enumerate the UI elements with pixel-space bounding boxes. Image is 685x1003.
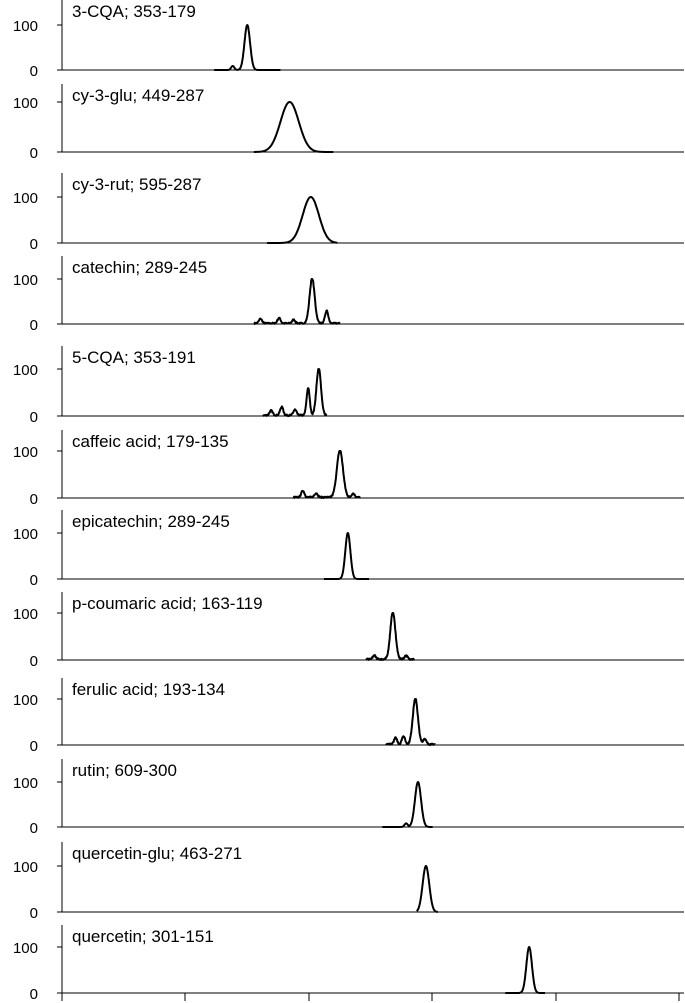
panel-label: ferulic acid; 193-134: [72, 680, 225, 699]
panel-label: quercetin; 301-151: [72, 927, 214, 946]
chromatogram-panel: 0 100 quercetin-glu; 463-271: [13, 842, 684, 922]
y-tick-label-100: 100: [13, 859, 38, 876]
y-tick-label-0: 0: [30, 820, 38, 837]
chromatogram-trace: [381, 781, 434, 828]
chromatogram-panel: 0 100 ferulic acid; 193-134: [13, 678, 684, 755]
y-tick-label-0: 0: [30, 572, 38, 589]
y-tick-label-0: 0: [30, 63, 38, 80]
y-tick-label-100: 100: [13, 940, 38, 957]
chromatogram-trace: [253, 278, 341, 325]
panel-label: catechin; 289-245: [72, 258, 207, 277]
y-tick-label-100: 100: [13, 95, 38, 112]
y-tick-label-0: 0: [30, 491, 38, 508]
y-tick-label-100: 100: [13, 775, 38, 792]
chromatogram-trace: [385, 698, 436, 746]
y-tick-label-100: 100: [13, 190, 38, 207]
panel-label: p-coumaric acid; 163-119: [72, 594, 263, 613]
chromatogram-panel: 0 100 3-CQA; 353-179: [13, 0, 684, 80]
chromatogram-trace: [415, 865, 439, 913]
panel-label: rutin; 609-300: [72, 761, 177, 780]
chromatogram-panel: 0 100 p-coumaric acid; 163-119: [13, 592, 684, 670]
chromatogram-trace: [365, 612, 415, 661]
y-tick-label-100: 100: [13, 444, 38, 461]
chromatogram-panel: 0 100 5-CQA; 353-191: [13, 346, 684, 426]
panel-label: caffeic acid; 179-135: [72, 432, 229, 451]
y-tick-label-0: 0: [30, 653, 38, 670]
panel-label: 5-CQA; 353-191: [72, 348, 196, 367]
y-tick-label-0: 0: [30, 145, 38, 162]
panel-label: cy-3-glu; 449-287: [72, 86, 204, 105]
y-tick-label-100: 100: [13, 362, 38, 379]
panel-label: epicatechin; 289-245: [72, 512, 230, 531]
y-tick-label-100: 100: [13, 526, 38, 543]
y-tick-label-0: 0: [30, 905, 38, 922]
chromatogram-trace: [266, 196, 338, 244]
y-tick-label-100: 100: [13, 272, 38, 289]
chromatogram-trace: [323, 532, 370, 580]
chromatogram-panel: 0 100 caffeic acid; 179-135: [13, 430, 684, 508]
y-tick-label-0: 0: [30, 409, 38, 426]
chromatogram-trace: [292, 450, 361, 499]
y-tick-label-0: 0: [30, 738, 38, 755]
y-tick-label-0: 0: [30, 317, 38, 334]
y-tick-label-0: 0: [30, 986, 38, 1003]
chromatogram-panel: 0 100 catechin; 289-245: [13, 256, 684, 334]
chromatogram-panel: 0 100 cy-3-rut; 595-287: [13, 173, 684, 253]
chromatogram-trace: [253, 101, 334, 153]
y-tick-label-100: 100: [13, 606, 38, 623]
y-tick-label-100: 100: [13, 18, 38, 35]
chromatogram-trace: [504, 946, 546, 994]
panel-label: cy-3-rut; 595-287: [72, 175, 201, 194]
panel-label: quercetin-glu; 463-271: [72, 844, 242, 863]
chromatogram-panel: 0 100 cy-3-glu; 449-287: [13, 84, 684, 162]
y-tick-label-0: 0: [30, 236, 38, 253]
chromatogram-panel: 0 100 epicatechin; 289-245: [13, 510, 684, 589]
chromatogram-panel: 0 100 rutin; 609-300: [13, 759, 684, 837]
panel-label: 3-CQA; 353-179: [72, 2, 196, 21]
y-tick-label-100: 100: [13, 692, 38, 709]
chromatogram-trace: [262, 368, 328, 417]
chromatogram-panel: 0 100 quercetin; 301-151: [13, 925, 684, 1003]
chromatogram-trace: [213, 24, 281, 71]
